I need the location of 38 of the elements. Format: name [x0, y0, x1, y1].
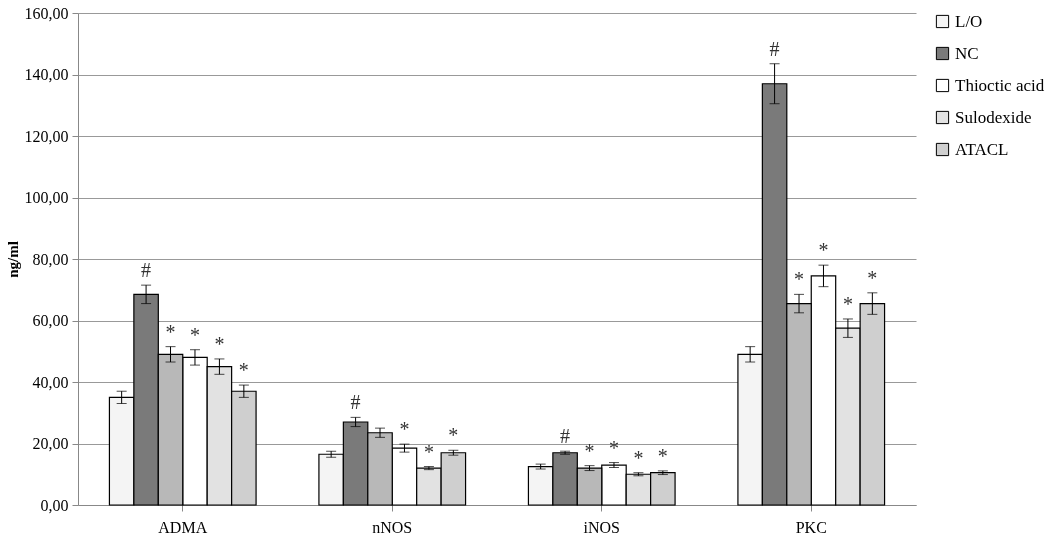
annotation: * [423, 440, 434, 463]
y-axis-title: ng/ml [4, 241, 21, 278]
legend-label: ATACL [955, 139, 1009, 159]
annotation: # [350, 391, 361, 414]
legend-label: NC [955, 43, 979, 63]
y-tick-label: 60,00 [32, 312, 69, 329]
y-tick-label: 0,00 [40, 496, 69, 514]
annotation: * [818, 239, 829, 262]
annotation: * [657, 444, 668, 467]
annotation: * [794, 268, 805, 291]
legend-label: Thioctic acid [955, 75, 1045, 95]
annotation: * [584, 439, 595, 462]
annotation: * [238, 359, 249, 382]
y-tick-label: 100,00 [24, 189, 69, 206]
annotation: * [633, 446, 644, 469]
x-tick-label: nNOS [372, 518, 413, 536]
x-tick-label: PKC [795, 518, 827, 536]
y-tick-label: 20,00 [32, 435, 69, 452]
y-tick-label: 160,00 [24, 4, 69, 22]
annotation: * [448, 424, 459, 447]
annotation: * [608, 436, 619, 459]
y-tick-label: 140,00 [24, 66, 69, 83]
annotation: * [867, 266, 878, 289]
annotation: * [165, 320, 176, 343]
annotation: * [842, 292, 853, 315]
y-tick-label: 120,00 [24, 127, 69, 145]
annotation: * [214, 332, 225, 355]
legend-label: Sulodexide [955, 107, 1032, 127]
annotation: * [399, 418, 410, 441]
x-tick-label: ADMA [158, 518, 208, 536]
annotation: # [769, 37, 780, 60]
y-tick-label: 80,00 [32, 250, 69, 268]
annotation: # [141, 259, 152, 282]
legend-label: L/O [955, 11, 983, 31]
annotation: * [189, 323, 200, 346]
annotation: # [560, 425, 571, 448]
x-tick-label: iNOS [583, 518, 620, 536]
y-tick-label: 40,00 [32, 373, 69, 391]
